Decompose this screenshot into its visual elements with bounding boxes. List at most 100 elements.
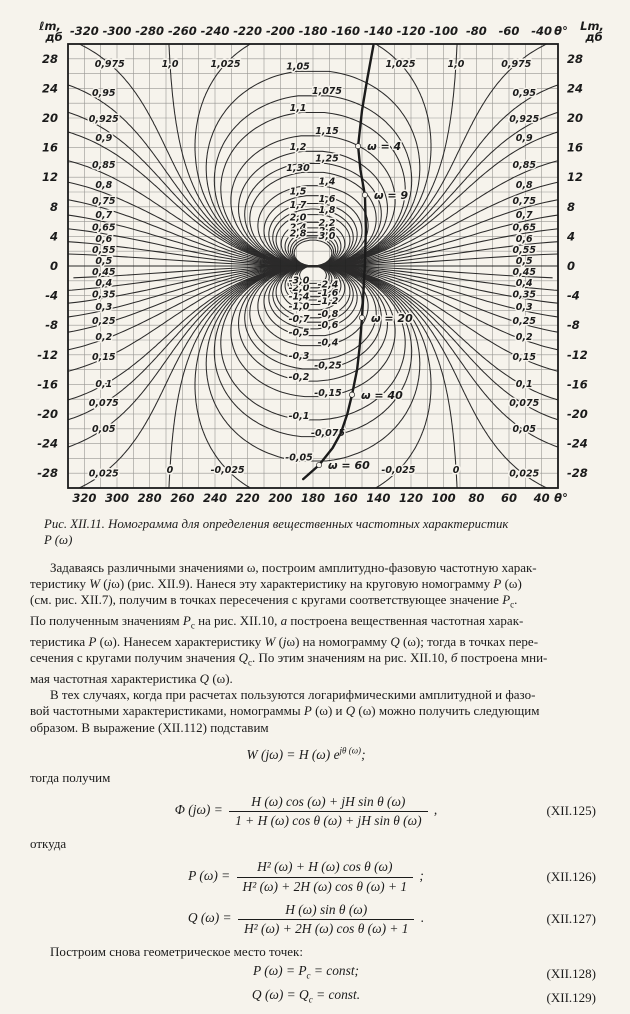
svg-text:0,925: 0,925 [89,114,119,125]
svg-text:1,2: 1,2 [290,142,307,153]
svg-text:40: 40 [533,491,550,505]
svg-text:0,35: 0,35 [92,290,116,301]
svg-text:0,25: 0,25 [92,316,116,327]
svg-text:-200: -200 [266,24,295,38]
svg-text:0,75: 0,75 [92,196,116,207]
svg-text:-0,5: -0,5 [289,328,310,339]
svg-text:120: 120 [399,491,423,505]
svg-text:-160: -160 [331,24,360,38]
svg-text:2,4: 2,4 [290,222,307,233]
svg-text:0,6: 0,6 [95,234,112,245]
svg-text:3,0: 3,0 [319,231,336,242]
svg-text:-20: -20 [37,407,58,421]
eq127-numerator: H (ω) sin θ (ω) [237,902,415,920]
whence-line: откуда [30,836,67,852]
svg-text:1,15: 1,15 [315,126,339,137]
svg-text:дб: дб [44,30,62,44]
svg-text:0,75: 0,75 [513,196,537,207]
svg-text:1,1: 1,1 [290,103,307,114]
svg-text:140: 140 [366,491,390,505]
eq129-body: Q (ω) = Qc = const. [251,987,361,1005]
svg-text:-28: -28 [37,466,58,480]
svg-text:0: 0 [167,465,174,476]
svg-text:-16: -16 [37,377,58,391]
svg-text:0: 0 [453,465,460,476]
svg-text:0,55: 0,55 [513,245,537,256]
eq127-tag: (XII.127) [546,911,596,927]
svg-text:1,025: 1,025 [210,59,240,70]
svg-text:-300: -300 [103,24,132,38]
svg-text:ω = 4: ω = 4 [367,140,401,153]
svg-text:-8: -8 [567,318,580,332]
svg-text:-1,4: -1,4 [289,292,310,303]
svg-text:-1,0: -1,0 [289,302,310,313]
svg-text:-40: -40 [531,24,552,38]
eq127-lhs: Q (ω) = [187,910,232,926]
svg-text:0,85: 0,85 [92,160,116,171]
eq125-lhs: Φ (jω) = [174,802,223,818]
svg-text:240: 240 [203,491,227,505]
svg-text:0,975: 0,975 [501,59,531,70]
svg-text:1,025: 1,025 [385,59,415,70]
equation-127: Q (ω) = H (ω) sin θ (ω) H² (ω) + 2H (ω) … [30,902,596,937]
nomogram-chart: -320 -300 -280 -260 -240 -220 -200 -180 -160 -140… [37,19,604,505]
svg-text:-0,2: -0,2 [289,372,310,383]
equation-w: W (jω) = H (ω) ejθ (ω); [30,743,582,764]
svg-text:Lm,: Lm, [580,19,604,33]
then-line: тогда получим [30,770,111,786]
eq125-numerator: H (ω) cos (ω) + jH sin θ (ω) [229,794,428,812]
svg-text:0,7: 0,7 [95,210,112,221]
svg-text:-0,1: -0,1 [289,411,310,422]
svg-text:0,95: 0,95 [92,88,116,99]
svg-text:-180: -180 [299,24,328,38]
svg-text:12: 12 [42,170,58,184]
svg-text:0,5: 0,5 [516,256,533,267]
svg-text:-0,025: -0,025 [381,465,415,476]
svg-text:0,4: 0,4 [95,278,112,289]
svg-text:0,95: 0,95 [513,88,537,99]
svg-text:-0,025: -0,025 [211,465,245,476]
svg-text:0,05: 0,05 [92,424,116,435]
svg-text:160: 160 [334,491,358,505]
svg-text:2,2: 2,2 [319,218,336,229]
svg-text:28: 28 [42,52,58,66]
frequency-trajectory [302,44,375,481]
eq125-tag: (XII.125) [546,803,596,819]
omega-markers: ω = 4 ω = 9 ω = 20 ω = 40 ω = 60 [316,139,415,474]
svg-text:θ°: θ° [554,24,568,38]
svg-text:1,5: 1,5 [290,186,307,197]
eq127-after: . [420,910,425,926]
svg-text:0,15: 0,15 [513,352,537,363]
svg-text:60: 60 [501,491,517,505]
svg-text:-8: -8 [45,318,58,332]
paragraph-2: В тех случаях, когда при расчетах пользу… [30,687,540,735]
svg-text:-3,0: -3,0 [289,275,310,286]
svg-text:-0,8: -0,8 [318,309,339,320]
svg-text:16: 16 [567,141,583,155]
svg-text:-4: -4 [45,289,58,303]
svg-text:-2,0: -2,0 [289,283,310,294]
svg-text:0,5: 0,5 [95,256,112,267]
svg-text:0,075: 0,075 [89,398,119,409]
svg-text:ω = 9: ω = 9 [374,189,408,202]
svg-text:320: 320 [72,491,96,505]
svg-text:-24: -24 [37,437,58,451]
svg-text:8: 8 [50,200,58,214]
svg-text:1,4: 1,4 [319,176,336,187]
svg-text:0,075: 0,075 [509,398,539,409]
svg-text:4: 4 [49,229,58,243]
svg-text:0,55: 0,55 [92,245,116,256]
geometric-locus-line: Построим снова геометрическое место точе… [50,944,303,960]
svg-text:1,25: 1,25 [315,154,339,165]
svg-text:0,15: 0,15 [92,352,116,363]
svg-text:-140: -140 [364,24,393,38]
svg-text:0,4: 0,4 [516,278,533,289]
svg-text:280: 280 [138,491,162,505]
svg-text:8: 8 [567,200,575,214]
eq127-fraction: H (ω) sin θ (ω) H² (ω) + 2H (ω) cos θ (ω… [237,902,415,937]
svg-text:-100: -100 [429,24,458,38]
svg-text:180: 180 [301,491,325,505]
eq126-numerator: H² (ω) + H (ω) cos θ (ω) [236,859,414,878]
svg-text:ω = 20: ω = 20 [371,312,413,325]
svg-text:-4: -4 [567,289,580,303]
